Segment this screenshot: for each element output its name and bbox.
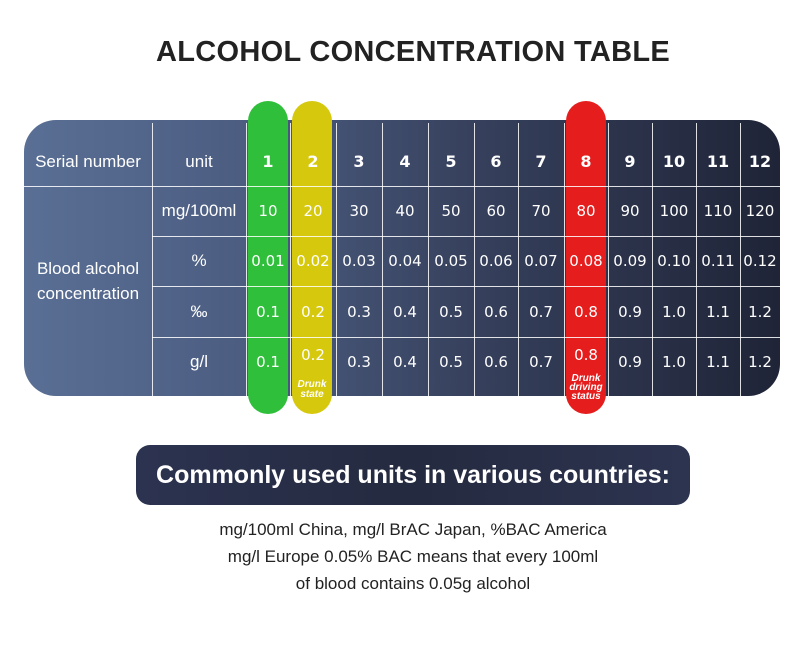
value-cell: 0.3 — [347, 302, 371, 321]
value-cell: 0.5 — [439, 353, 463, 371]
concentration-table-panel — [24, 120, 780, 396]
value-cell: 70 — [531, 202, 551, 220]
grid-vertical-line — [428, 123, 429, 396]
serial-number-cell: 8 — [580, 152, 592, 171]
value-cell: 0.3 — [347, 353, 371, 371]
value-cell: 100 — [659, 202, 689, 220]
grid-vertical-line — [740, 123, 741, 396]
value-cell: 0.2 — [301, 302, 325, 321]
value-cell: 0.1 — [256, 302, 280, 321]
serial-number-cell: 12 — [748, 152, 772, 171]
grid-vertical-line — [246, 123, 247, 396]
value-cell: 1.2 — [748, 353, 772, 371]
value-cell: 1.0 — [662, 302, 686, 321]
value-cell: 0.05 — [434, 252, 468, 270]
value-cell: 120 — [745, 202, 775, 220]
unit-cell: % — [191, 251, 207, 270]
grid-vertical-line — [474, 123, 475, 396]
value-cell: 0.8 — [574, 302, 598, 321]
grid-vertical-line — [336, 123, 337, 396]
value-cell: 0.04 — [388, 252, 422, 270]
value-cell: 50 — [441, 202, 461, 220]
value-cell: 30 — [349, 202, 369, 220]
value-cell: 20 — [303, 202, 323, 220]
unit-cell: mg/100ml — [161, 201, 237, 220]
value-cell: 0.7 — [529, 302, 553, 321]
value-cell: 0.1 — [256, 353, 280, 371]
units-banner: Commonly used units in various countries… — [136, 445, 690, 505]
grid-vertical-line — [696, 123, 697, 396]
highlight-band-green — [248, 101, 288, 414]
serial-number-cell: 1 — [262, 152, 274, 171]
value-cell: 0.4 — [393, 353, 417, 371]
grid-vertical-line — [608, 123, 609, 396]
highlight-band-red — [566, 101, 606, 414]
value-cell: 10 — [258, 202, 278, 220]
serial-number-cell: 7 — [535, 152, 547, 171]
grid-vertical-line — [518, 123, 519, 396]
serial-number-cell: 11 — [706, 152, 730, 171]
value-cell: 1.0 — [662, 353, 686, 371]
value-cell: 0.7 — [529, 353, 553, 371]
value-cell: 0.6 — [484, 353, 508, 371]
value-cell: 0.06 — [479, 252, 513, 270]
drunk-driving-note: Drunk driving status — [569, 373, 603, 402]
value-cell: 1.1 — [706, 353, 730, 371]
unit-header: unit — [185, 151, 213, 171]
highlight-band-yellow — [292, 101, 332, 414]
value-cell: 80 — [576, 202, 596, 220]
value-cell: 40 — [395, 202, 415, 220]
serial-number-cell: 9 — [624, 152, 636, 171]
units-description: mg/100ml China, mg/l BrAC Japan, %BAC Am… — [0, 516, 800, 597]
serial-number-cell: 6 — [490, 152, 502, 171]
grid-horizontal-line — [152, 286, 780, 287]
grid-vertical-line — [652, 123, 653, 396]
value-cell: 0.12 — [743, 252, 777, 270]
value-cell: 1.2 — [748, 302, 772, 321]
serial-number-cell: 4 — [399, 152, 411, 171]
value-cell: 0.9 — [618, 353, 642, 371]
serial-number-cell: 3 — [353, 152, 365, 171]
blood-alcohol-label-line: concentration — [36, 283, 140, 303]
value-cell: 0.4 — [393, 302, 417, 321]
value-cell: 0.01 — [251, 252, 285, 270]
value-cell: 0.2 — [301, 346, 325, 364]
value-cell: 0.07 — [524, 252, 558, 270]
grid-horizontal-line — [152, 236, 780, 237]
blood-alcohol-label: Blood alcohol concentration — [24, 186, 152, 387]
serial-number-cell: 5 — [445, 152, 457, 171]
value-cell: 0.08 — [569, 252, 603, 270]
value-cell: 0.9 — [618, 302, 642, 321]
value-cell: 60 — [486, 202, 506, 220]
value-cell: 0.6 — [484, 302, 508, 321]
drunk-state-note: Drunk state — [297, 379, 327, 400]
value-cell: 0.02 — [296, 252, 330, 270]
serial-number-header: Serial number — [35, 151, 141, 171]
grid-horizontal-line — [24, 186, 780, 187]
unit-cell: ‰ — [190, 301, 208, 321]
value-cell: 0.03 — [342, 252, 376, 270]
grid-vertical-line — [290, 123, 291, 396]
value-cell: 0.09 — [613, 252, 647, 270]
grid-vertical-line — [152, 123, 153, 396]
value-cell: 0.11 — [701, 252, 735, 270]
value-cell: 0.10 — [657, 252, 691, 270]
units-description-line: mg/l Europe 0.05% BAC means that every 1… — [227, 547, 599, 566]
grid-horizontal-line — [152, 337, 780, 338]
page-title: ALCOHOL CONCENTRATION TABLE — [156, 36, 670, 68]
unit-cell: g/l — [190, 352, 208, 371]
value-cell: 1.1 — [706, 302, 730, 321]
value-cell: 0.5 — [439, 302, 463, 321]
grid-vertical-line — [382, 123, 383, 396]
blood-alcohol-label-line: Blood alcohol — [36, 258, 140, 278]
value-cell: 110 — [703, 202, 733, 220]
value-cell: 0.8 — [574, 346, 598, 364]
serial-number-cell: 2 — [307, 152, 319, 171]
units-description-line: of blood contains 0.05g alcohol — [295, 574, 531, 593]
units-description-line: mg/100ml China, mg/l BrAC Japan, %BAC Am… — [219, 520, 607, 539]
serial-number-cell: 10 — [662, 152, 686, 171]
grid-vertical-line — [564, 123, 565, 396]
value-cell: 90 — [620, 202, 640, 220]
